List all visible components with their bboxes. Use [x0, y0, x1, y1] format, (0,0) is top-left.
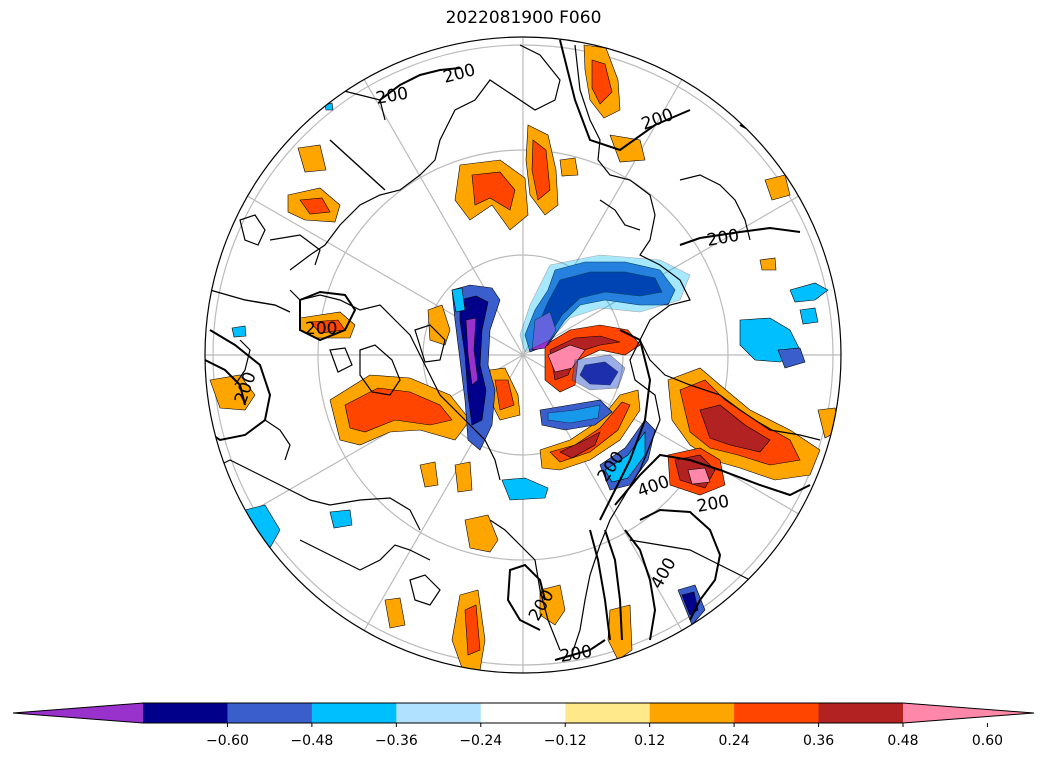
- colorbar: −0.60 −0.48 −0.36 −0.24 −0.12 0.12 0.24 0.36 0.4…: [12, 702, 1035, 749]
- contour-label: 200: [374, 84, 409, 109]
- colorbar-tick-label: −0.48: [290, 733, 333, 749]
- colorbar-box: [311, 703, 397, 723]
- colorbar-box: [396, 703, 482, 723]
- colorbar-box: [227, 703, 313, 723]
- contour-label: 200: [441, 60, 478, 88]
- contour-label: 200: [695, 492, 730, 517]
- polar-map: 200 200 200 200 200 200 200 400 200 400 …: [204, 36, 842, 674]
- colorbar-boxes: [12, 702, 1035, 724]
- colorbar-box: [480, 703, 566, 723]
- contour-label: 200: [639, 105, 676, 135]
- colorbar-ticks: −0.60 −0.48 −0.36 −0.24 −0.12 0.12 0.24 0.36 0.4…: [206, 723, 1003, 749]
- colorbar-tick-label: 0.48: [887, 733, 918, 749]
- contour-label: 400: [635, 472, 672, 502]
- colorbar-tick-label: 0.36: [803, 733, 834, 749]
- colorbar-tick-label: 0.12: [634, 733, 665, 749]
- colorbar-box: [649, 703, 735, 723]
- colorbar-tick-label: 0.24: [719, 733, 750, 749]
- colorbar-tick-label: 0.60: [972, 733, 1003, 749]
- contour-label: 200: [305, 319, 337, 339]
- colorbar-box: [143, 703, 228, 723]
- colorbar-tick-label: −0.24: [459, 733, 502, 749]
- positive-anomaly-fills: [209, 44, 841, 671]
- contour-label: 200: [558, 642, 593, 667]
- colorbar-tick-label: −0.60: [206, 733, 249, 749]
- colorbar-tick-label: −0.12: [544, 733, 587, 749]
- contour-label: 200: [231, 369, 261, 406]
- colorbar-outline: [12, 702, 1035, 724]
- colorbar-box: [565, 703, 651, 723]
- contour-label: 200: [705, 226, 740, 251]
- figure-title: 2022081900 F060: [445, 8, 602, 28]
- map-boundary: [204, 36, 842, 674]
- colorbar-box: [818, 703, 904, 723]
- colorbar-extend-high: [903, 703, 1034, 723]
- colorbar-box: [734, 703, 820, 723]
- colorbar-extend-low: [13, 703, 143, 723]
- colorbar-tick-label: −0.36: [375, 733, 418, 749]
